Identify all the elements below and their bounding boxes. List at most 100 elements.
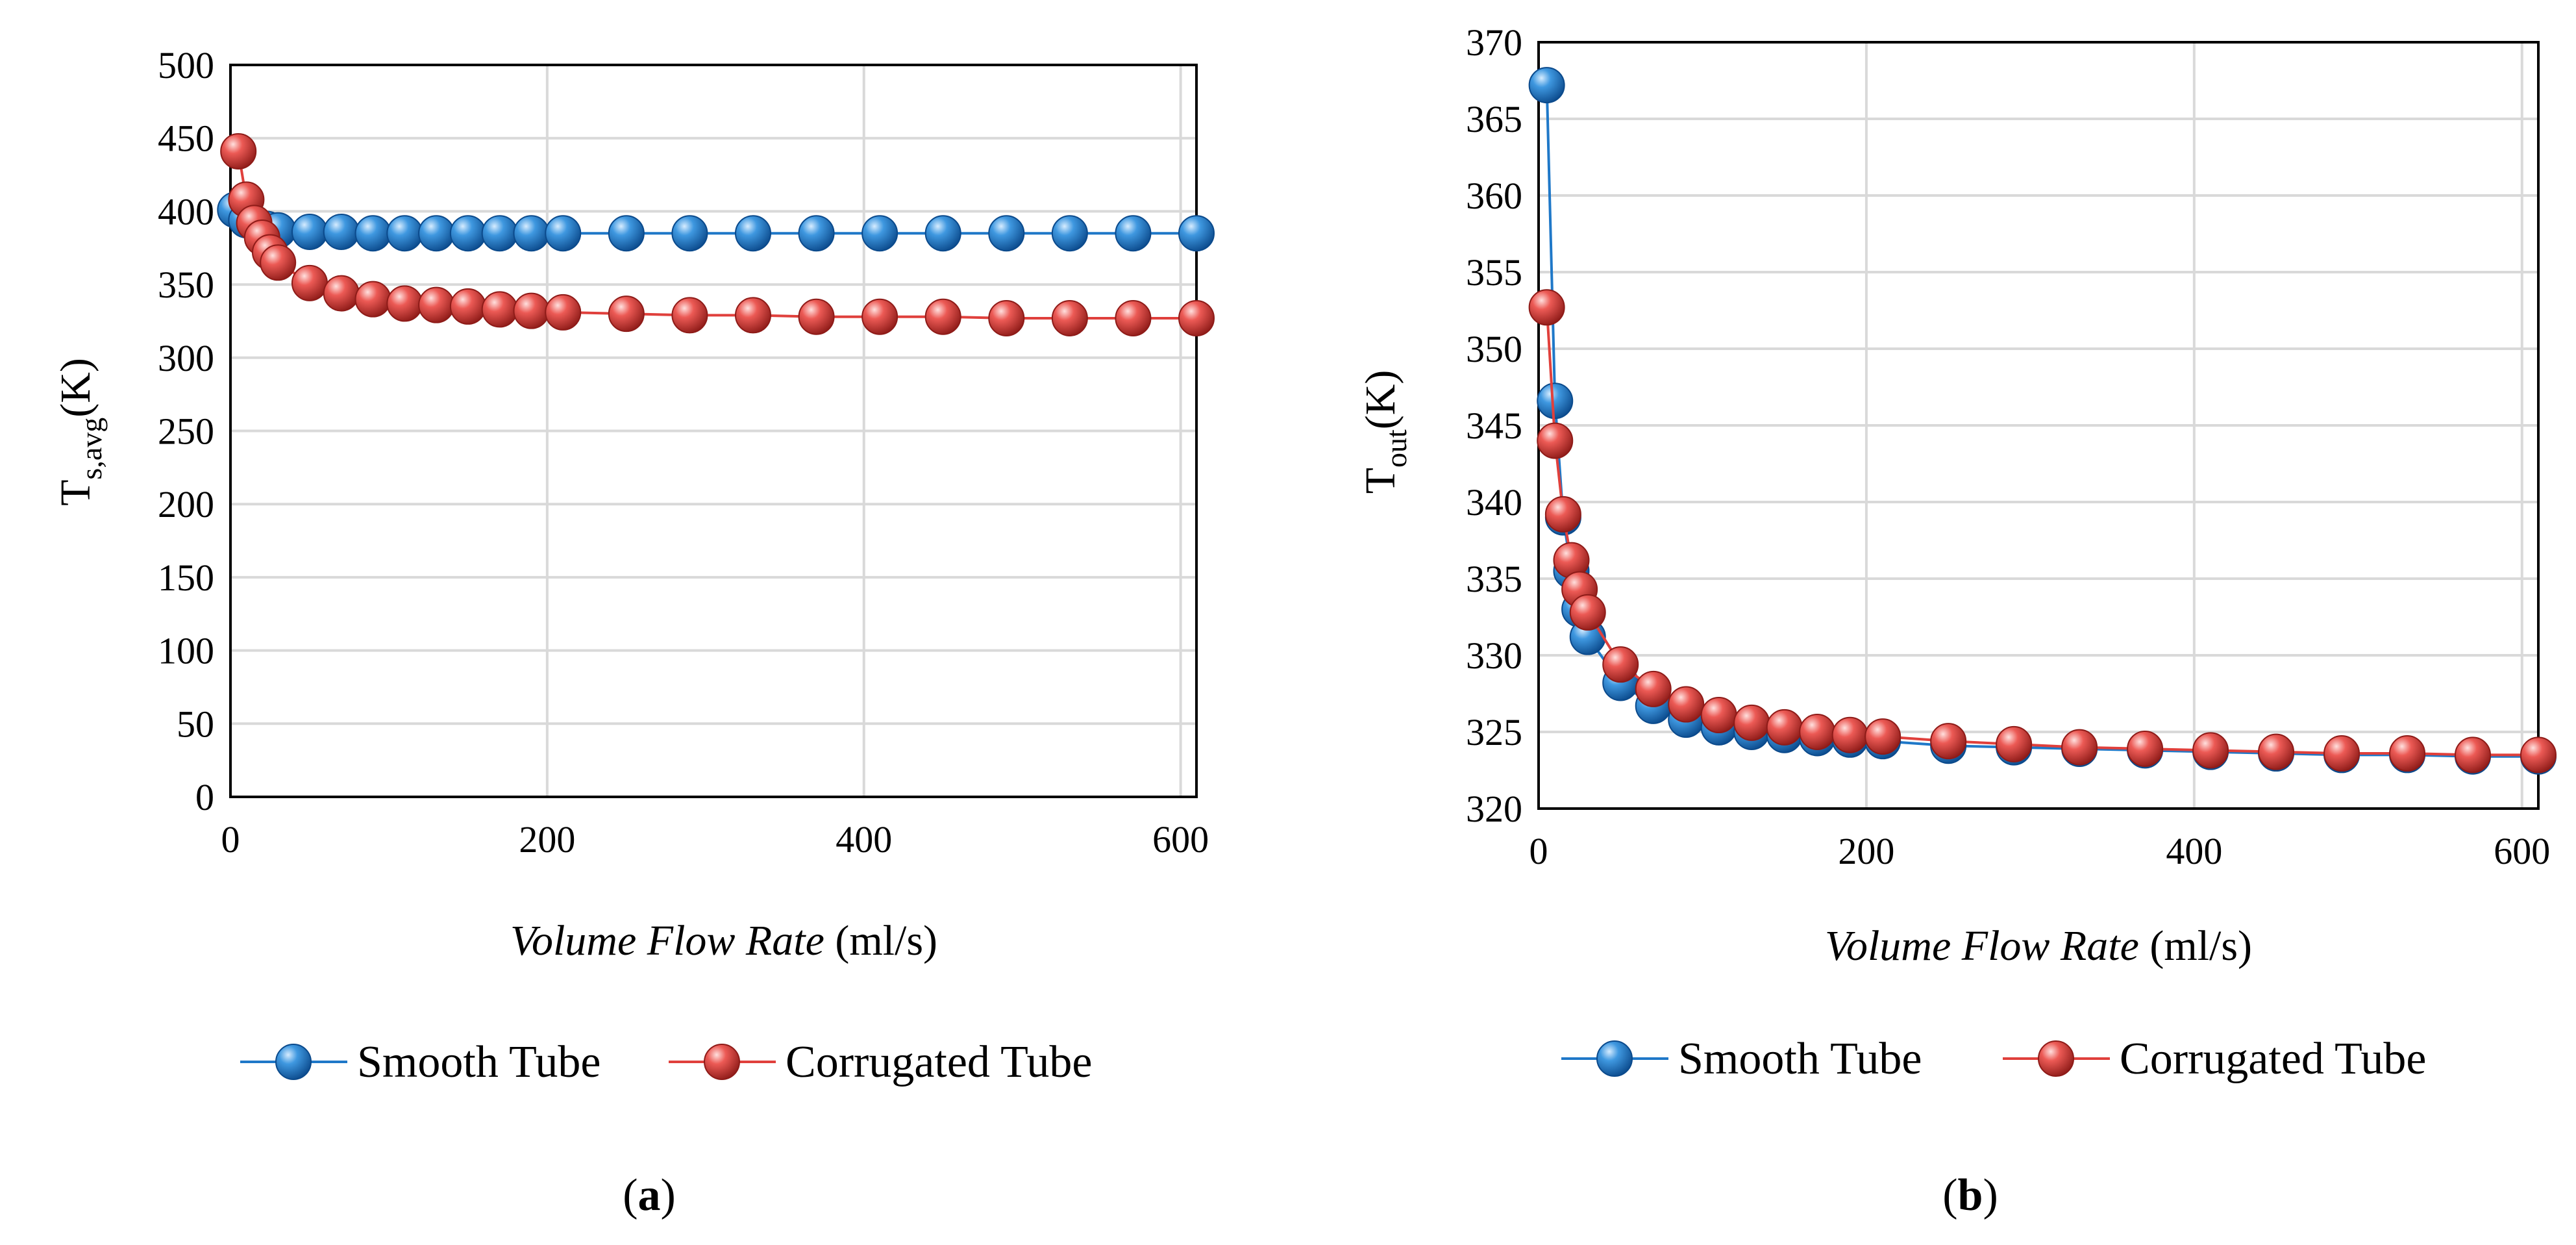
chart-b-x-tick-label: 600 bbox=[2494, 830, 2550, 872]
chart-a-data-point bbox=[291, 264, 328, 301]
chart-a-x-ticks: 0 200 400 600 bbox=[221, 818, 1209, 861]
chart-b-data-point bbox=[2061, 729, 2098, 766]
chart-b-data-point bbox=[1528, 289, 1565, 326]
chart-a-data-point bbox=[291, 213, 328, 250]
legend-a-corrugated-tube: Corrugated Tube bbox=[669, 1037, 1093, 1087]
chart-a-data-point bbox=[1115, 299, 1152, 336]
chart-a-data-point bbox=[1115, 215, 1152, 252]
legend-a-corrugated-marker bbox=[704, 1044, 740, 1080]
legend-b-corrugated-tube: Corrugated Tube bbox=[2003, 1034, 2427, 1084]
chart-a-data-point bbox=[449, 215, 486, 252]
chart-b-data-point bbox=[2389, 735, 2426, 772]
chart-b-frame bbox=[1537, 41, 2540, 810]
chart-a-data-point bbox=[1178, 215, 1215, 252]
chart-a-data-point bbox=[1051, 215, 1088, 252]
chart-a-data-point bbox=[608, 215, 645, 252]
chart-a-y-tick-label: 0 bbox=[195, 776, 214, 818]
chart-a-data-point bbox=[481, 291, 518, 328]
chart-a-data-point bbox=[671, 215, 708, 252]
chart-a-data-point bbox=[545, 294, 582, 331]
chart-a-y-tick-label: 250 bbox=[158, 410, 214, 453]
chart-a-data-point bbox=[323, 275, 360, 312]
chart-b-data-point bbox=[2520, 736, 2557, 773]
chart-a-y-tick-label: 500 bbox=[158, 44, 214, 86]
chart-b-data-point bbox=[1537, 383, 1574, 420]
legend-a-smooth-tube: Smooth Tube bbox=[240, 1037, 601, 1087]
chart-a-data-point bbox=[798, 215, 835, 252]
chart-a-data-point bbox=[861, 298, 898, 335]
chart-b-series-corrugated-tube bbox=[1528, 289, 2557, 773]
chart-a-data-point bbox=[418, 286, 455, 323]
chart-b-data-point bbox=[1864, 718, 1901, 755]
chart-b-data-point bbox=[1668, 686, 1705, 723]
chart-a-data-point bbox=[418, 215, 455, 252]
chart-b-x-tick-label: 400 bbox=[2166, 830, 2222, 872]
chart-a-y-tick-label: 100 bbox=[158, 630, 214, 672]
chart-b-data-point bbox=[1831, 716, 1868, 753]
chart-b-y-tick-label: 335 bbox=[1466, 558, 1522, 600]
chart-b-x-axis-label: Volume Flow Rate (ml/s) bbox=[1825, 922, 2252, 970]
chart-a-data-point bbox=[734, 297, 771, 334]
chart-a-data-point bbox=[260, 244, 297, 281]
chart-a-x-tick-label: 600 bbox=[1152, 818, 1209, 861]
chart-a-data-point bbox=[545, 215, 582, 252]
chart-a-y-tick-label: 400 bbox=[158, 190, 214, 233]
chart-a-series-corrugated-tube bbox=[220, 132, 1215, 336]
chart-b-y-tick-label: 355 bbox=[1466, 251, 1522, 294]
chart-b-data-point bbox=[1544, 496, 1581, 533]
legend-b-smooth-label: Smooth Tube bbox=[1678, 1034, 1922, 1084]
chart-a-data-point bbox=[988, 299, 1025, 336]
chart-b-data-point bbox=[2192, 732, 2229, 769]
chart-b-data-point bbox=[1996, 725, 2033, 762]
chart-b-x-tick-label: 200 bbox=[1838, 830, 1894, 872]
chart-b-y-tick-label: 320 bbox=[1466, 788, 1522, 830]
chart-a-x-tick-label: 0 bbox=[221, 818, 240, 861]
chart-b-y-ticks: 320 325 330 335 340 345 350 355 360 365 370 bbox=[1466, 21, 1522, 830]
chart-b-y-tick-label: 330 bbox=[1466, 635, 1522, 677]
chart-b-data-point bbox=[2323, 735, 2360, 772]
chart-a-y-tick-label: 300 bbox=[158, 337, 214, 379]
chart-b-x-tick-label: 0 bbox=[1530, 830, 1548, 872]
chart-b-y-tick-label: 365 bbox=[1466, 98, 1522, 140]
legend-b-smooth-marker bbox=[1596, 1040, 1633, 1077]
chart-a-data-point bbox=[386, 285, 423, 322]
chart-a-frame bbox=[229, 64, 1198, 798]
chart-a-y-tick-label: 50 bbox=[177, 703, 214, 745]
chart-b-y-axis-label: Tout(K) bbox=[1357, 370, 1413, 494]
legend-a-smooth-marker bbox=[275, 1044, 312, 1080]
chart-b-gridlines bbox=[1537, 41, 2540, 810]
chart-a-data-point bbox=[798, 298, 835, 335]
chart-a-data-point bbox=[1178, 299, 1215, 336]
chart-b-y-tick-label: 345 bbox=[1466, 405, 1522, 447]
chart-a-data-point bbox=[220, 132, 257, 170]
chart-a-legend: Smooth Tube Corrugated Tube bbox=[240, 1037, 1093, 1087]
chart-a-data-point bbox=[323, 213, 360, 250]
caption-b: (b) bbox=[1942, 1170, 1998, 1220]
chart-a-x-axis-label: Volume Flow Rate (ml/s) bbox=[510, 917, 937, 964]
chart-a-data-point bbox=[924, 298, 961, 335]
chart-a-y-axis-label: Ts,avg(K) bbox=[52, 358, 108, 506]
chart-a-data-point bbox=[608, 296, 645, 333]
chart-a-y-tick-label: 450 bbox=[158, 118, 214, 160]
chart-a-data-point bbox=[988, 215, 1025, 252]
chart-b-data-point bbox=[1528, 67, 1565, 104]
chart-a-data-point bbox=[386, 215, 423, 252]
chart-a-data-point bbox=[354, 281, 391, 318]
legend-a-smooth-label: Smooth Tube bbox=[357, 1037, 601, 1087]
chart-a-data-point bbox=[861, 215, 898, 252]
chart-b-x-ticks: 0 200 400 600 bbox=[1530, 830, 2551, 872]
chart-b-data-point bbox=[1602, 646, 1639, 683]
chart-a-data-point bbox=[1051, 299, 1088, 336]
legend-a-corrugated-label: Corrugated Tube bbox=[786, 1037, 1093, 1087]
chart-a-data-point bbox=[449, 288, 486, 325]
chart-a-y-tick-label: 200 bbox=[158, 483, 214, 525]
chart-b-y-tick-label: 370 bbox=[1466, 21, 1522, 64]
legend-b-corrugated-marker bbox=[2038, 1040, 2074, 1077]
chart-b-data-point bbox=[1799, 714, 1836, 750]
chart-a-y-ticks: 0 50 100 150 200 250 300 350 400 450 500 bbox=[158, 44, 214, 818]
chart-a-data-point bbox=[734, 215, 771, 252]
chart-a-data-point bbox=[924, 215, 961, 252]
chart-a-y-tick-label: 150 bbox=[158, 557, 214, 599]
legend-b-smooth-tube: Smooth Tube bbox=[1561, 1034, 1922, 1084]
